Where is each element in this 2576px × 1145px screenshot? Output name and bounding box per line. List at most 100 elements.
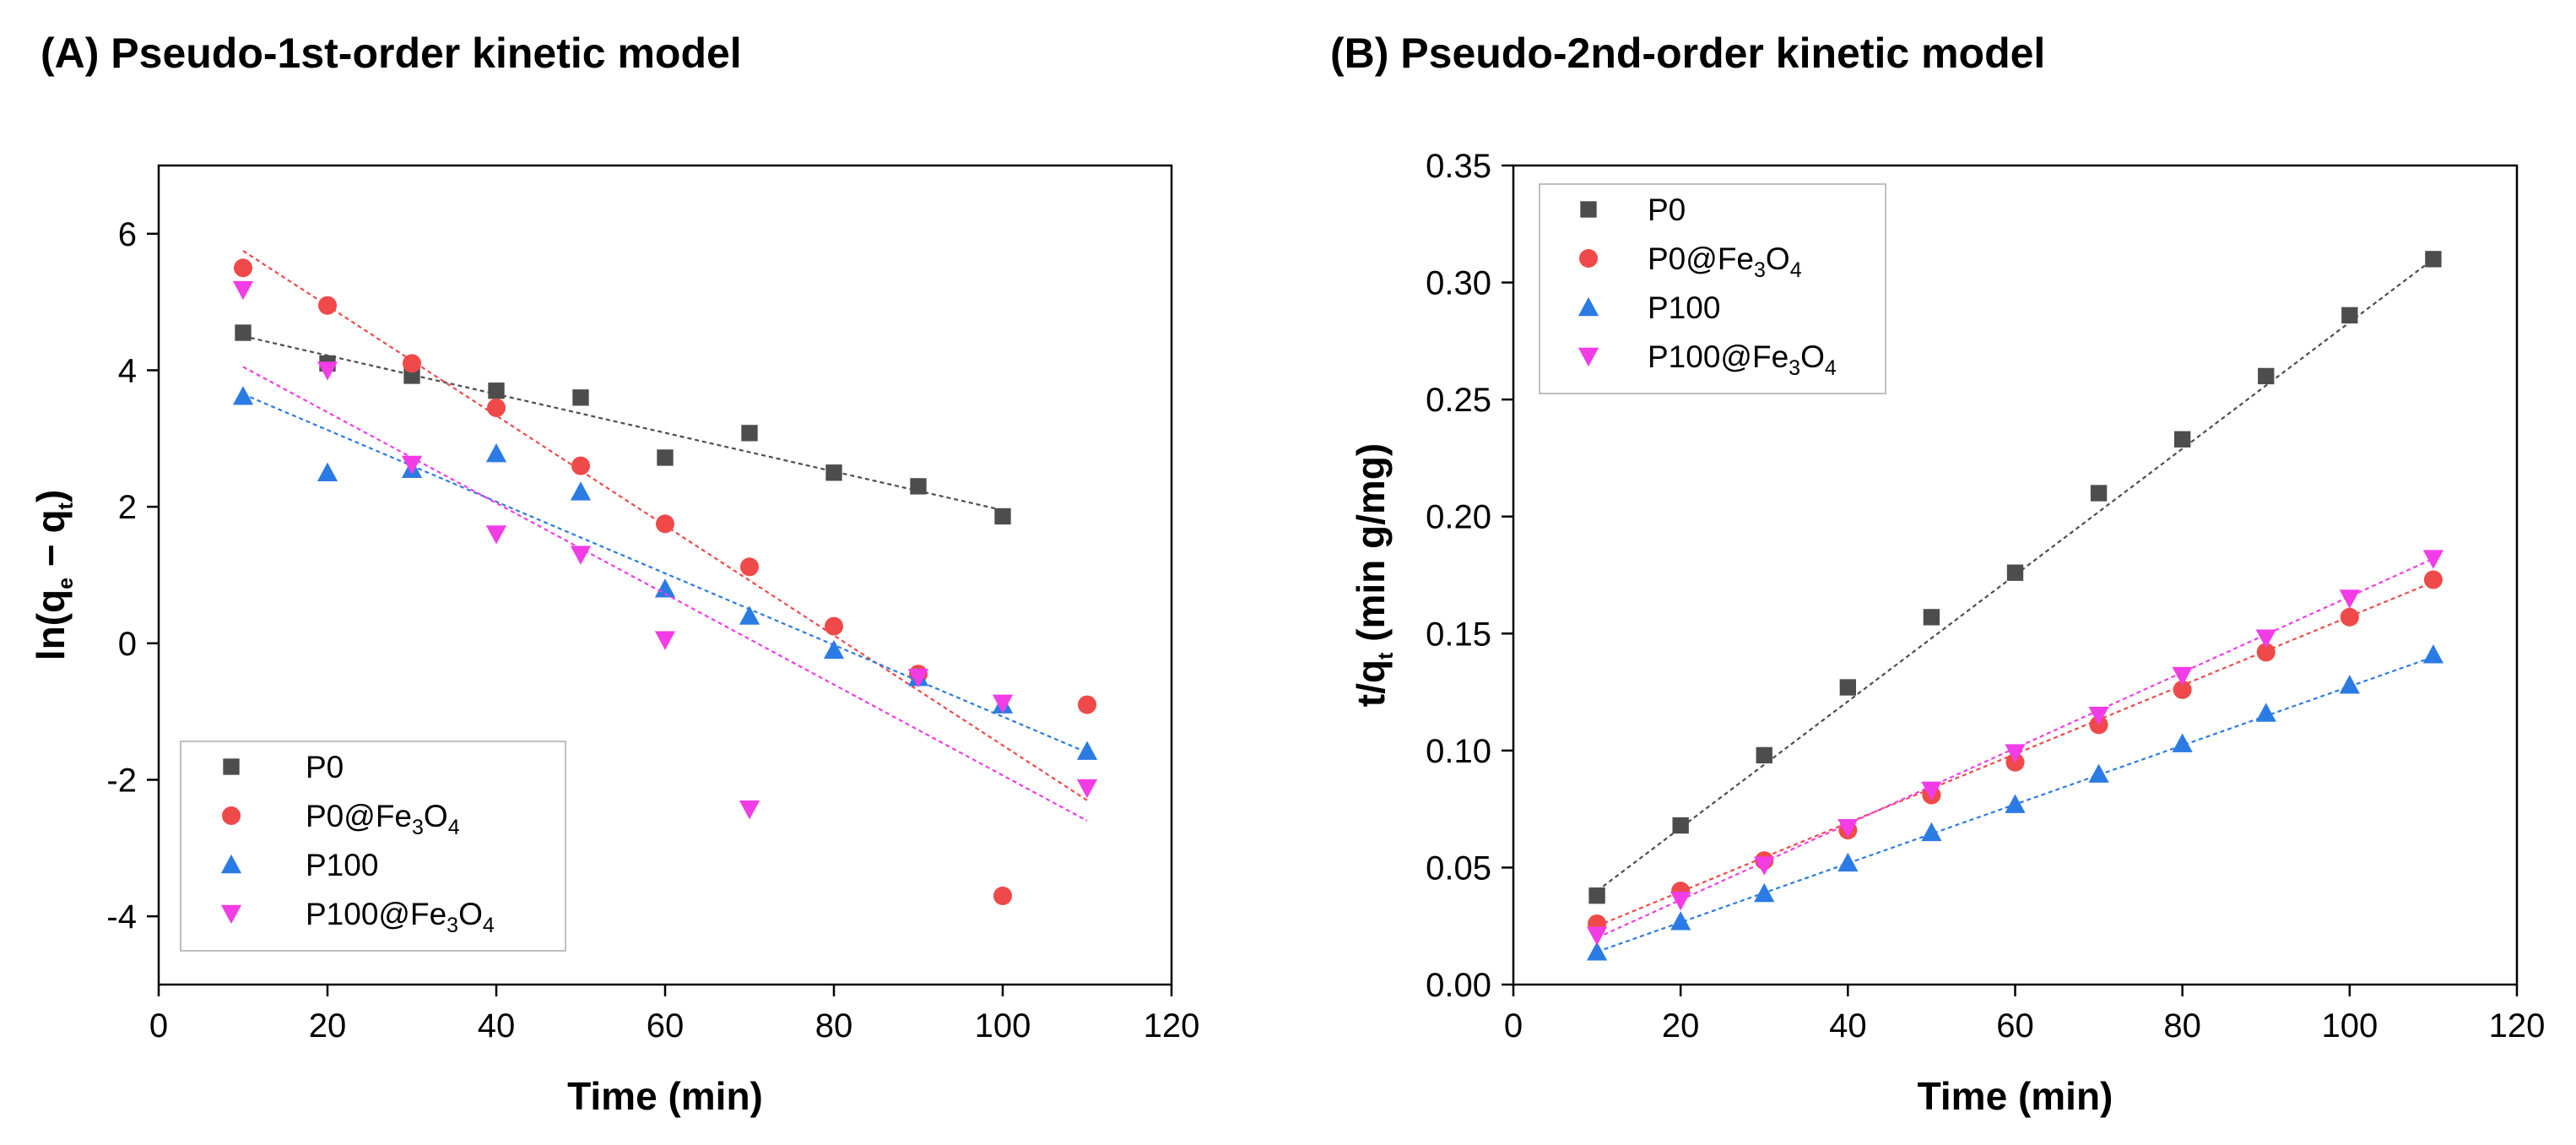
data-point	[485, 443, 507, 463]
data-point	[994, 507, 1011, 525]
data-point	[317, 462, 338, 482]
data-point	[1586, 926, 1608, 946]
legend-item-p0: P0	[1580, 193, 1686, 227]
data-point	[2340, 607, 2359, 627]
series-p0	[235, 324, 1011, 525]
y-tick-label: 0.15	[1426, 616, 1491, 653]
data-point	[1756, 746, 1772, 764]
data-point	[656, 514, 674, 534]
data-point	[992, 694, 1014, 714]
data-point	[485, 525, 507, 545]
data-point	[2422, 550, 2444, 569]
x-tick-label: 120	[1144, 1007, 1200, 1045]
legend-symbol	[220, 854, 242, 874]
legend-label: P100	[306, 848, 378, 882]
x-tick-label: 60	[1996, 1007, 2034, 1045]
data-point	[2339, 589, 2360, 609]
data-point	[1586, 942, 1608, 961]
x-axis: 0 20 40 60 80 100 120	[1504, 985, 2545, 1045]
data-point	[993, 886, 1012, 905]
data-point	[2339, 675, 2360, 694]
legend: P0 P0@Fe3O4 P100 P100@Fe3O4	[1539, 183, 1886, 394]
data-point	[571, 456, 590, 475]
legend-symbol	[220, 904, 242, 925]
legend-box	[1539, 183, 1886, 394]
data-point	[2005, 744, 2026, 763]
fit-line	[242, 366, 1088, 822]
data-point	[1672, 817, 1689, 834]
data-point	[2422, 644, 2444, 664]
x-tick-label: 20	[1662, 1007, 1700, 1045]
data-point	[2005, 794, 2026, 813]
data-point	[487, 398, 506, 417]
data-point	[488, 383, 505, 399]
x-axis: 0 20 40 60 80 100 120	[149, 985, 1200, 1045]
x-tick-label: 0	[149, 1007, 168, 1045]
data-point	[657, 449, 674, 466]
legend-symbol	[1578, 347, 1599, 367]
data-point	[910, 478, 927, 495]
x-tick-label: 100	[975, 1007, 1031, 1045]
data-point	[403, 354, 421, 373]
series-p100-fe3o4	[232, 280, 1098, 822]
chart-title: (B) Pseudo-2nd-order kinetic model	[1330, 30, 2045, 77]
data-point	[2173, 431, 2191, 448]
y-tick-label: 0.30	[1426, 265, 1491, 302]
legend-item-p100-fe3o4: P100@Fe3O4	[220, 897, 495, 937]
data-point	[2006, 564, 2024, 581]
series-p100	[1586, 644, 2444, 961]
y-tick-label: 6	[118, 216, 137, 253]
y-axis-label: t/qt (min g/mg)	[1349, 443, 1398, 707]
legend-item-p0-fe3o4: P0@Fe3O4	[1579, 241, 1802, 282]
y-tick-label: 2	[118, 489, 137, 526]
data-point	[741, 425, 758, 442]
data-point	[1754, 882, 1775, 903]
data-point	[2258, 367, 2275, 385]
y-tick-label: 0.10	[1426, 733, 1491, 770]
data-point	[234, 258, 252, 278]
data-point	[2423, 570, 2443, 589]
data-point	[232, 386, 254, 405]
data-point	[2172, 733, 2193, 752]
data-point	[2090, 485, 2108, 502]
y-tick-label: 0.00	[1426, 967, 1491, 1004]
y-axis: 0.00 0.05 0.10 0.15 0.20 0.25 0.30 0.35	[1426, 148, 1513, 1004]
legend-item-p100: P100	[1578, 290, 1720, 325]
x-axis-label: Time (min)	[567, 1074, 763, 1118]
data-point	[1923, 609, 1940, 626]
legend-symbol	[1579, 249, 1598, 268]
chart-title: (A) Pseudo-1st-order kinetic model	[41, 30, 742, 77]
legend-label: P0@Fe3O4	[1648, 241, 1802, 282]
x-tick-label: 80	[815, 1007, 853, 1045]
data-point	[1837, 819, 1859, 838]
x-tick-label: 0	[1504, 1007, 1523, 1045]
data-point	[654, 631, 676, 650]
data-point	[1839, 679, 1857, 696]
data-point	[2255, 703, 2276, 722]
fit-line	[242, 335, 1004, 512]
data-point	[1670, 911, 1691, 931]
data-point	[2173, 680, 2192, 699]
legend-symbol	[1578, 296, 1599, 317]
fit-line	[242, 393, 1088, 754]
x-tick-label: 20	[309, 1007, 347, 1045]
legend-item-p100: P100	[220, 848, 378, 882]
data-point	[2256, 643, 2276, 662]
legend: P0 P0@Fe3O4 P100 P100@Fe3O4	[180, 741, 566, 952]
data-point	[572, 389, 589, 406]
legend-label: P0	[1648, 193, 1686, 227]
legend-label: P100@Fe3O4	[1648, 339, 1837, 380]
legend-label: P100@Fe3O4	[306, 897, 495, 937]
y-tick-label: 0.20	[1426, 499, 1491, 536]
legend-label: P100	[1648, 290, 1720, 325]
data-point	[401, 455, 423, 475]
data-point	[317, 361, 338, 381]
series-p0	[1588, 251, 2442, 904]
data-point	[2088, 707, 2109, 726]
y-tick-label: 0.25	[1426, 382, 1491, 419]
data-point	[1076, 741, 1098, 760]
y-axis-label: ln(qe − qt)	[29, 490, 78, 660]
data-point	[1670, 891, 1691, 911]
series-p100-fe3o4	[1586, 550, 2444, 946]
